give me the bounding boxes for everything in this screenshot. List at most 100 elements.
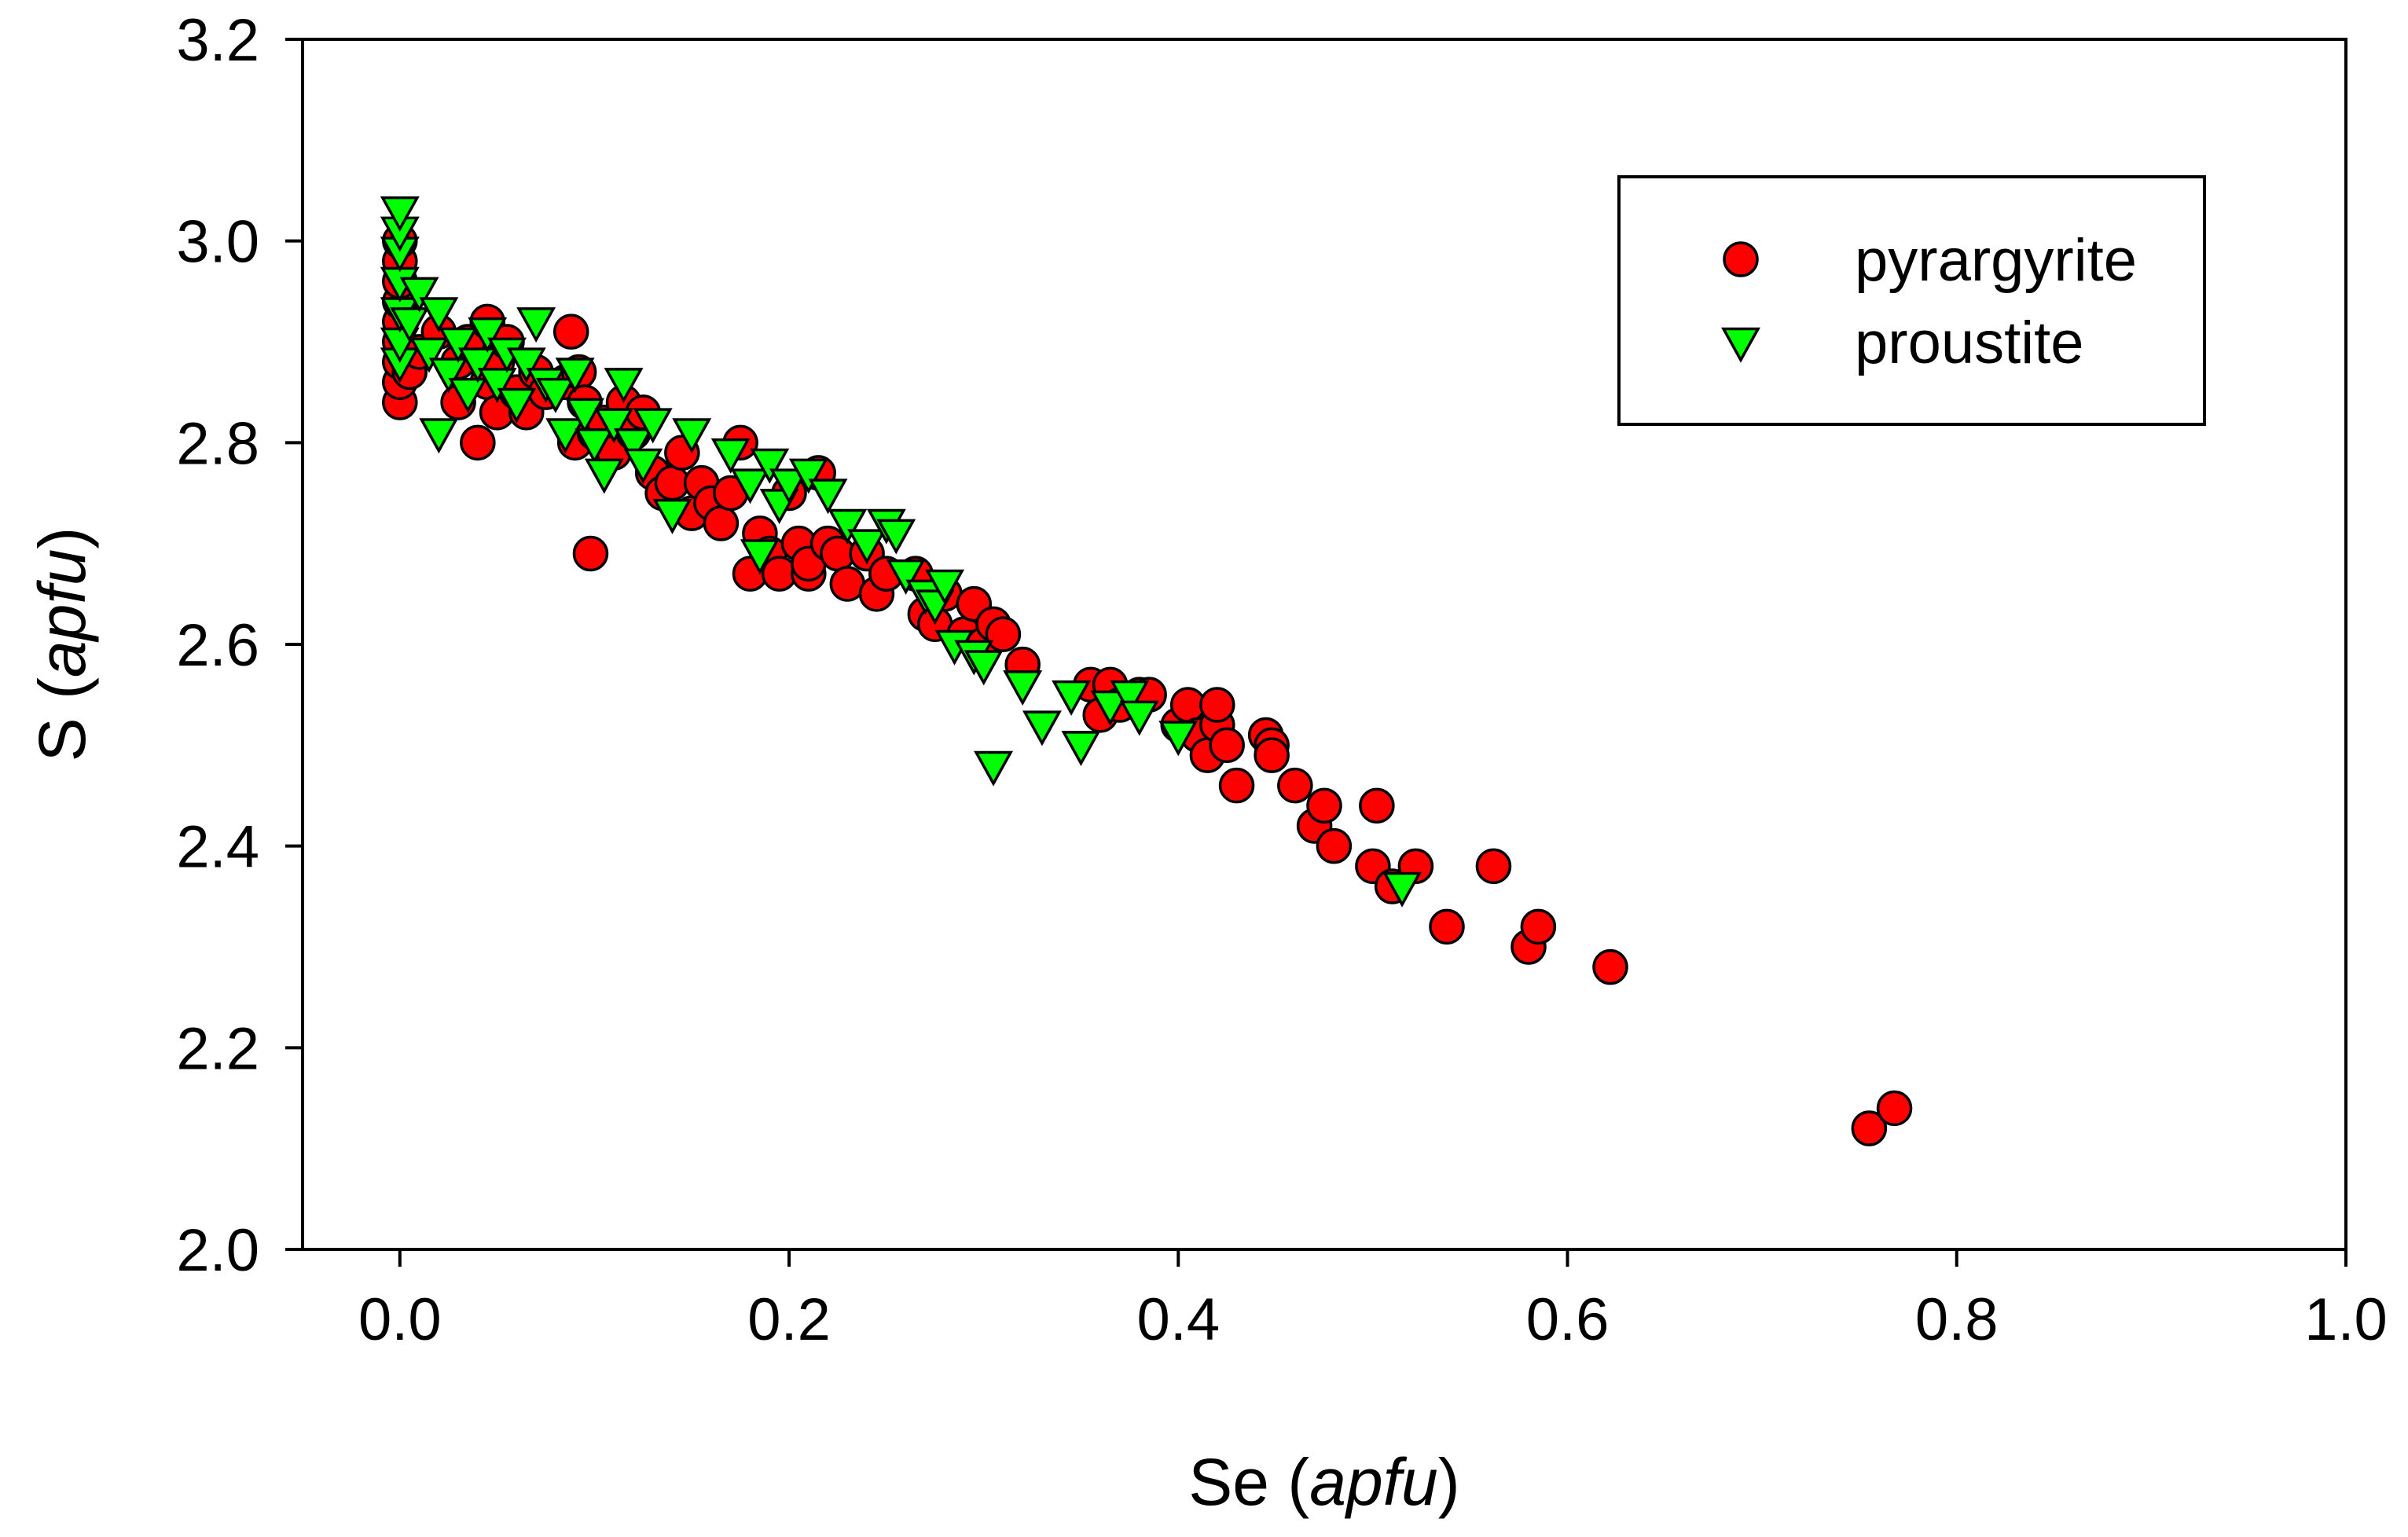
proustite-point	[788, 458, 828, 494]
proustite-point	[506, 347, 546, 383]
proustite-point	[516, 307, 556, 343]
proustite-point	[419, 297, 459, 333]
y-tick-label: 2.4	[176, 814, 259, 881]
proustite-point	[808, 479, 848, 515]
series-proustite	[380, 196, 1422, 908]
proustite-point	[535, 377, 575, 413]
pyrargyrite-point	[1254, 737, 1290, 773]
legend-box	[1617, 175, 2206, 426]
proustite-point	[380, 196, 420, 232]
proustite-point	[876, 519, 916, 555]
pyrargyrite-point	[1359, 787, 1395, 824]
pyrargyrite-point	[460, 424, 496, 461]
proustite-point	[1110, 680, 1150, 716]
proustite-point	[633, 408, 673, 444]
proustite-point	[428, 358, 468, 394]
proustite-point	[886, 559, 926, 595]
legend-marker-proustite	[1721, 327, 1760, 363]
proustite-point	[1003, 670, 1043, 706]
proustite-point	[1158, 721, 1198, 757]
proustite-point	[399, 277, 439, 313]
proustite-point	[769, 468, 809, 504]
legend-label-proustite: proustite	[1855, 310, 2084, 376]
x-tick-label: 1.0	[2304, 1286, 2388, 1353]
proustite-point	[555, 358, 595, 394]
pyrargyrite-point	[1316, 827, 1353, 864]
y-axis-title: S (apfu)	[25, 527, 99, 762]
axes	[285, 38, 2347, 1267]
pyrargyrite-point	[1209, 727, 1245, 764]
proustite-point	[457, 347, 497, 383]
y-tick-label: 3.2	[176, 7, 259, 74]
proustite-point	[1061, 731, 1101, 767]
x-axis-title-unit: apfu	[1309, 1445, 1438, 1519]
proustite-point	[964, 650, 1004, 686]
axis-labels: 0.0 0.2 0.4 0.6 0.8 1.0 2.0 2.2 2.4 2.6 2.8 3.0 3.2 S…	[25, 7, 2388, 1519]
proustite-point	[623, 448, 663, 484]
proustite-point	[740, 539, 780, 575]
proustite-point	[750, 448, 790, 484]
proustite-point	[613, 428, 653, 464]
proustite-point	[468, 317, 508, 353]
proustite-point	[652, 498, 692, 534]
proustite-point	[974, 750, 1014, 787]
proustite-point	[710, 438, 751, 474]
x-tick-label: 0.2	[747, 1286, 831, 1353]
pyrargyrite-point	[1475, 848, 1512, 885]
y-axis-title-unit: apfu	[25, 549, 99, 678]
x-axis-title-close: )	[1438, 1445, 1460, 1519]
proustite-point	[448, 377, 488, 413]
proustite-point	[925, 569, 965, 605]
proustite-point	[1052, 680, 1092, 716]
proustite-point	[584, 458, 624, 494]
proustite-point	[477, 368, 517, 404]
proustite-point	[409, 337, 449, 373]
legend: pyrargyrite proustite	[1617, 175, 2206, 426]
x-tick-label: 0.0	[358, 1286, 442, 1353]
y-tick-label: 2.2	[176, 1015, 259, 1082]
proustite-point	[1090, 690, 1130, 726]
proustite-point	[390, 307, 430, 343]
y-tick-label: 2.8	[176, 410, 259, 477]
proustite-point	[565, 398, 605, 434]
pyrargyrite-point	[1592, 948, 1628, 985]
proustite-point	[847, 529, 887, 565]
y-axis-title-main: S (	[25, 677, 99, 761]
x-tick-label: 0.8	[1915, 1286, 1999, 1353]
pyrargyrite-point	[1876, 1090, 1913, 1127]
proustite-point	[1382, 871, 1422, 908]
y-tick-label: 2.0	[176, 1217, 259, 1284]
proustite-point	[545, 418, 585, 454]
pyrargyrite-point	[1851, 1110, 1888, 1146]
proustite-point	[574, 428, 615, 464]
legend-marker-pyrargyrite	[1723, 241, 1759, 277]
y-tick-label: 2.6	[176, 612, 259, 679]
pyrargyrite-point	[1277, 767, 1313, 804]
pyrargyrite-point	[572, 535, 609, 572]
y-axis-title-close: )	[25, 527, 99, 549]
x-axis-title: Se (apfu)	[1188, 1445, 1460, 1519]
pyrargyrite-point	[1429, 908, 1465, 945]
proustite-point	[672, 418, 712, 454]
pyrargyrite-point	[703, 505, 740, 541]
x-tick-label: 0.4	[1136, 1286, 1220, 1353]
proustite-point	[419, 418, 459, 454]
proustite-point	[828, 508, 868, 545]
proustite-point	[1022, 710, 1062, 746]
pyrargyrite-point	[552, 314, 589, 350]
proustite-point	[439, 327, 479, 363]
x-tick-label: 0.6	[1526, 1286, 1610, 1353]
proustite-point	[604, 368, 644, 404]
pyrargyrite-point	[1306, 787, 1342, 824]
data-points	[380, 196, 1913, 1146]
proustite-point	[497, 387, 537, 424]
proustite-point	[1119, 700, 1159, 736]
pyrargyrite-point	[1199, 687, 1235, 723]
y-tick-label: 3.0	[176, 209, 259, 276]
x-axis-title-main: Se (	[1188, 1445, 1309, 1519]
pyrargyrite-point	[985, 616, 1022, 652]
pyrargyrite-point	[1520, 908, 1557, 945]
proustite-point	[594, 408, 634, 444]
pyrargyrite-point	[1218, 767, 1255, 804]
